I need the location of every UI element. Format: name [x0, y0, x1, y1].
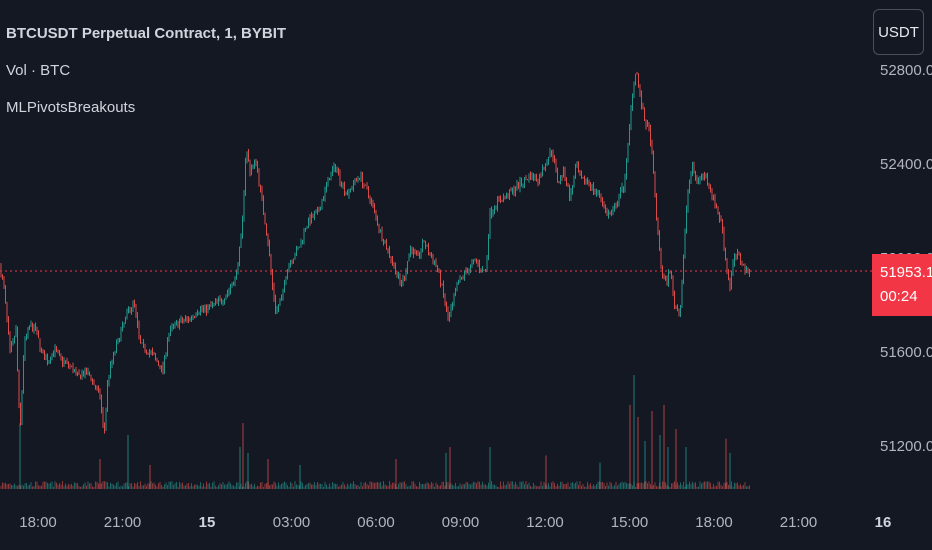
time-axis-tick: 15 — [198, 514, 216, 531]
candlestick-series — [0, 71, 750, 434]
time-axis-tick: 03:00 — [272, 514, 311, 531]
time-axis-tick: 15:00 — [610, 514, 649, 531]
time-axis-tick: 06:00 — [357, 514, 395, 531]
price-axis-tick: 52800.0 — [880, 62, 932, 79]
time-axis-tick: 21:00 — [103, 514, 142, 531]
indicator-study-label[interactable]: MLPivotsBreakouts — [6, 99, 136, 116]
last-price-label: 51953.1 00:24 — [872, 254, 932, 316]
price-axis-tick: 51200.0 — [880, 438, 932, 455]
time-axis-tick: 16 — [874, 514, 892, 531]
price-axis-tick: 51600.0 — [880, 344, 932, 361]
chart-legend: BTCUSDT Perpetual Contract, 1, BYBIT Vol… — [6, 24, 286, 135]
time-axis-tick: 18:00 — [695, 514, 733, 531]
time-axis-tick: 21:00 — [779, 514, 818, 531]
volume-study-label[interactable]: Vol · BTC — [6, 62, 71, 79]
price-axis-tick: 52400.0 — [880, 156, 932, 173]
volume-bars — [0, 375, 750, 489]
symbol-title[interactable]: BTCUSDT Perpetual Contract, 1, BYBIT — [6, 25, 287, 42]
bar-countdown: 00:24 — [880, 288, 918, 305]
time-axis-tick: 12:00 — [526, 514, 564, 531]
time-axis-tick: 09:00 — [441, 514, 480, 531]
time-axis-tick: 18:00 — [19, 514, 57, 531]
currency-button[interactable]: USDT — [873, 9, 924, 55]
last-price-value: 51953.1 — [880, 264, 932, 281]
